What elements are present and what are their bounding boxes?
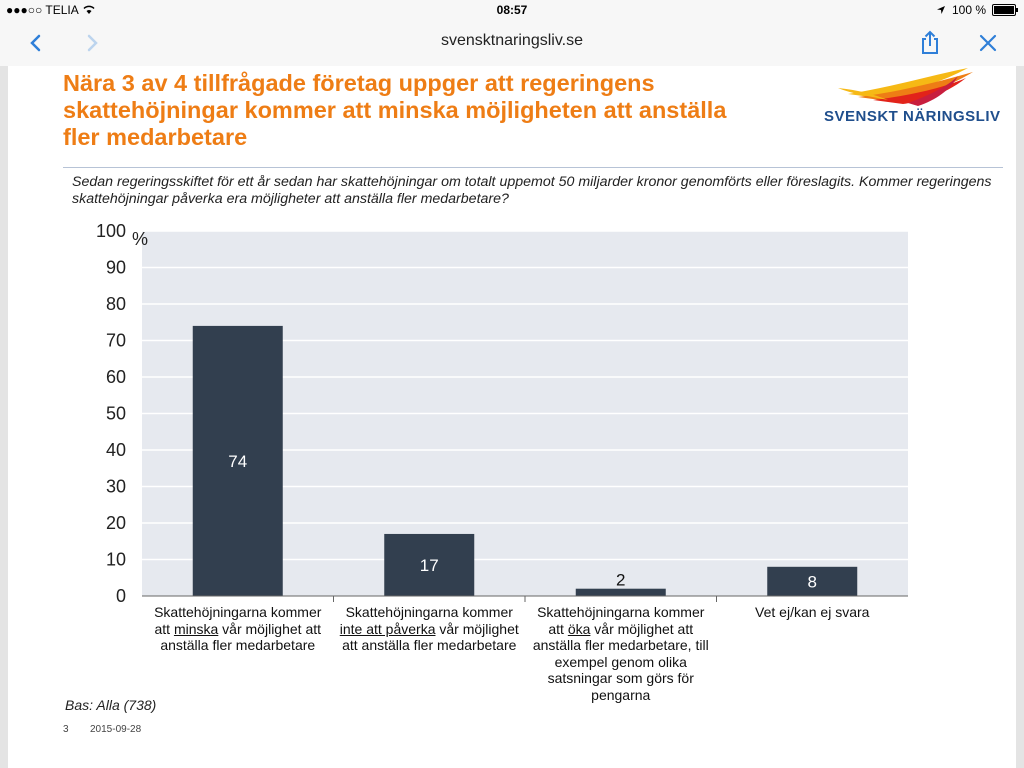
bar-value-label: 17 bbox=[420, 556, 439, 575]
page-margin-left bbox=[0, 66, 8, 768]
y-tick-label: 80 bbox=[106, 294, 126, 314]
x-category-label: Skattehöjningarna kommer att minska vår … bbox=[154, 604, 322, 653]
logo-text: SVENSKT NÄRINGSLIV bbox=[824, 108, 1001, 125]
slide-date: 2015-09-28 bbox=[90, 724, 142, 735]
slide: Nära 3 av 4 tillfrågade företag uppger a… bbox=[8, 66, 1016, 768]
wifi-icon bbox=[83, 5, 95, 14]
y-tick-label: 40 bbox=[106, 440, 126, 460]
y-tick-label: 30 bbox=[106, 477, 126, 497]
y-tick-label: 90 bbox=[106, 258, 126, 278]
base-note: Bas: Alla (738) bbox=[65, 697, 157, 713]
y-tick-label: 70 bbox=[106, 331, 126, 351]
y-tick-label: 10 bbox=[106, 550, 126, 570]
bar bbox=[767, 566, 858, 596]
battery-icon bbox=[992, 4, 1018, 16]
page-margin-right bbox=[1016, 66, 1024, 768]
url-label[interactable]: svensktnaringsliv.se bbox=[441, 32, 583, 49]
title-divider bbox=[63, 167, 1003, 168]
y-tick-label: 100 bbox=[96, 221, 126, 241]
clock: 08:57 bbox=[496, 3, 528, 17]
bar-value-label: 74 bbox=[228, 452, 247, 471]
share-button[interactable] bbox=[914, 28, 946, 58]
slide-number: 3 bbox=[63, 724, 69, 735]
close-icon bbox=[979, 34, 997, 52]
location-arrow-icon bbox=[936, 6, 945, 14]
bar-value-label: 8 bbox=[808, 572, 817, 591]
close-button[interactable] bbox=[972, 28, 1004, 58]
x-category-label: Vet ej/kan ej svara bbox=[755, 604, 870, 620]
y-tick-label: 50 bbox=[106, 404, 126, 424]
chevron-right-icon bbox=[87, 34, 98, 52]
bar bbox=[192, 325, 283, 596]
back-button[interactable] bbox=[20, 28, 52, 58]
forward-button[interactable] bbox=[76, 28, 108, 58]
y-tick-label: 60 bbox=[106, 367, 126, 387]
x-category-label: Skattehöjningarna kommer att öka vår möj… bbox=[532, 604, 709, 703]
x-category-label: Skattehöjningarna kommer inte att påverk… bbox=[339, 604, 519, 653]
swallow-logo-icon bbox=[838, 68, 973, 106]
y-tick-label: 20 bbox=[106, 513, 126, 533]
carrier-label: ●●●○○ TELIA bbox=[6, 3, 79, 17]
share-icon bbox=[922, 30, 938, 54]
survey-question: Sedan regeringsskiftet för ett år sedan … bbox=[72, 174, 992, 207]
bar-value-label: 2 bbox=[616, 571, 625, 590]
y-tick-label: 0 bbox=[116, 586, 126, 606]
slide-title: Nära 3 av 4 tillfrågade företag uppger a… bbox=[63, 70, 727, 150]
browser-navbar: svensktnaringsliv.se bbox=[0, 20, 1024, 67]
y-axis-unit: % bbox=[132, 229, 148, 249]
status-bar: ●●●○○ TELIA 08:57 100 % bbox=[0, 0, 1024, 20]
chevron-left-icon bbox=[30, 34, 41, 52]
bar-chart: 0 10 20 30 40 50 60 70 80 90 100 % 74 17 2 8 bbox=[96, 221, 908, 606]
bar bbox=[384, 533, 475, 596]
bar bbox=[575, 588, 666, 596]
battery-percent: 100 % bbox=[951, 3, 986, 17]
